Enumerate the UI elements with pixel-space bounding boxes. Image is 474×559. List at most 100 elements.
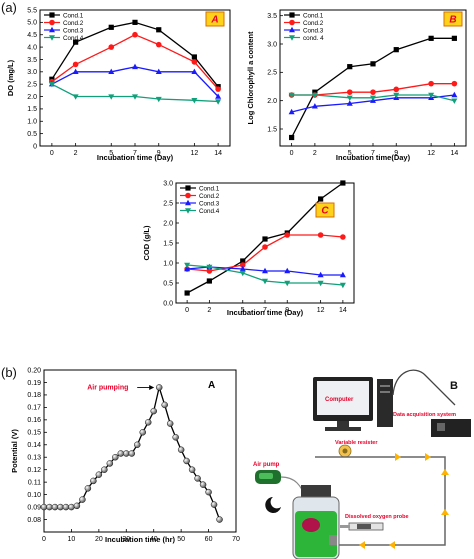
x-tick-label: 50 <box>177 536 185 543</box>
data-point <box>451 80 458 87</box>
data-point <box>72 94 79 100</box>
legend-marker <box>289 19 295 26</box>
legend-label: cond. 4 <box>303 35 324 42</box>
y-tick-label: 0 <box>33 143 37 150</box>
x-tick-label: 14 <box>450 150 458 157</box>
x-tick-label: 5 <box>348 150 352 157</box>
data-point <box>73 502 81 510</box>
data-point <box>183 457 190 465</box>
y-tick-label: 4.0 <box>27 44 37 51</box>
data-point <box>206 278 212 284</box>
data-point <box>284 267 291 274</box>
do-probe-icon <box>340 522 384 531</box>
diagram-badge: B <box>450 380 458 392</box>
y-tick-label: 1.0 <box>163 260 173 267</box>
x-tick-label: 7 <box>371 150 375 157</box>
legend-label: Cond.1 <box>199 185 220 192</box>
computer-label: Computer <box>325 397 354 403</box>
x-tick-label: 12 <box>427 150 435 157</box>
setup-diagram: B Computer Data acquisition system Varia… <box>253 369 471 559</box>
y-tick-label: 0.12 <box>27 467 41 474</box>
y-tick-label: 0.18 <box>27 392 41 399</box>
y-tick-label: 3.5 <box>27 57 37 64</box>
data-point <box>289 134 295 141</box>
legend-marker <box>49 26 55 33</box>
chart-badge-box <box>205 11 225 27</box>
data-point <box>184 290 190 296</box>
variable-resistor-label: Variable resister <box>335 440 378 446</box>
variable-resistor-icon <box>338 444 352 458</box>
annotation-label: Air pumping <box>87 384 128 391</box>
x-axis-label: Incubation time (hr) <box>105 535 176 544</box>
data-point <box>191 98 198 104</box>
y-tick-label: 0.19 <box>27 380 41 387</box>
data-point <box>156 27 162 33</box>
y-tick-label: 0.5 <box>163 280 173 287</box>
legend-label: Cond.2 <box>303 20 324 27</box>
x-tick-label: 12 <box>317 307 325 314</box>
data-point <box>144 419 152 426</box>
panel-label-b: (b) <box>1 365 17 380</box>
x-tick-label: 2 <box>313 150 317 157</box>
data-point <box>216 516 223 523</box>
x-tick-label: 20 <box>95 536 103 543</box>
data-point <box>108 44 115 50</box>
data-point <box>451 35 457 41</box>
data-point <box>112 453 119 461</box>
data-point <box>155 384 163 391</box>
legend-label: Cond.3 <box>303 27 324 34</box>
x-tick-label: 9 <box>285 307 289 314</box>
data-point <box>339 271 346 278</box>
y-tick-label: 0.14 <box>27 442 41 449</box>
data-point <box>240 258 246 264</box>
data-point <box>106 460 114 467</box>
data-point <box>62 503 70 511</box>
data-point <box>132 94 138 100</box>
data-point <box>72 61 79 68</box>
data-point <box>239 262 246 268</box>
y-tick-label: 4.5 <box>27 32 37 39</box>
legend-marker <box>49 35 55 41</box>
legend-marker <box>185 199 191 206</box>
x-axis-label: Incubation time (Day) <box>227 308 304 317</box>
data-point <box>134 441 141 449</box>
data-point <box>340 234 346 240</box>
y-axis-label: Log Chlorophyll a content <box>246 31 255 124</box>
data-point <box>108 94 115 100</box>
data-point <box>132 63 138 70</box>
legend-marker <box>289 26 295 33</box>
chart-badge-box <box>443 11 463 27</box>
y-tick-label: 0.15 <box>27 430 41 437</box>
chart-cod: 0.0 0.5 1.0 1.5 2.0 2.5 3.0 0 2 5 7 9 12 14 Incubation… <box>142 180 355 317</box>
x-tick-label: 9 <box>394 150 398 157</box>
chart-badge: C <box>321 206 329 217</box>
x-tick-label: 7 <box>263 307 267 314</box>
data-point <box>191 68 198 75</box>
data-point <box>451 98 458 104</box>
data-point <box>191 54 197 60</box>
data-point <box>346 100 353 106</box>
x-tick-label: 14 <box>339 307 347 314</box>
data-point <box>108 24 114 30</box>
x-tick-label: 7 <box>133 150 137 157</box>
data-point <box>288 108 295 115</box>
y-tick-label: 0.10 <box>27 492 41 499</box>
x-tick-label: 70 <box>232 536 240 543</box>
chart-badge-box <box>315 202 335 218</box>
data-point <box>370 61 376 67</box>
x-tick-label: 0 <box>185 307 189 314</box>
y-tick-label: 0.08 <box>27 517 41 524</box>
chart-log-chlorophyll: 1.5 2.0 2.5 3.0 3.5 0 2 5 7 9 12 14 Incubation time(… <box>246 9 467 162</box>
data-point <box>346 95 353 102</box>
x-tick-label: 60 <box>205 536 213 543</box>
data-point <box>206 268 213 274</box>
do-probe-label: Dissolved oxygen probe <box>345 514 409 520</box>
data-point <box>184 262 191 269</box>
data-point <box>161 401 168 409</box>
data-point <box>428 80 434 87</box>
y-tick-label: 2.0 <box>27 94 37 101</box>
y-tick-label: 0.09 <box>27 504 41 511</box>
data-point <box>370 95 376 102</box>
x-tick-label: 0 <box>290 150 294 157</box>
y-tick-label: 1.0 <box>27 119 37 126</box>
